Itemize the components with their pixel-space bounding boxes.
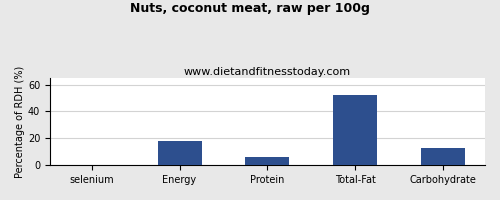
- Text: Nuts, coconut meat, raw per 100g: Nuts, coconut meat, raw per 100g: [130, 2, 370, 15]
- Title: www.dietandfitnesstoday.com: www.dietandfitnesstoday.com: [184, 67, 351, 77]
- Bar: [334, 95, 378, 165]
- Bar: [158, 141, 202, 165]
- Bar: [422, 148, 465, 165]
- Y-axis label: Percentage of RDH (%): Percentage of RDH (%): [15, 65, 25, 178]
- Bar: [246, 157, 290, 165]
